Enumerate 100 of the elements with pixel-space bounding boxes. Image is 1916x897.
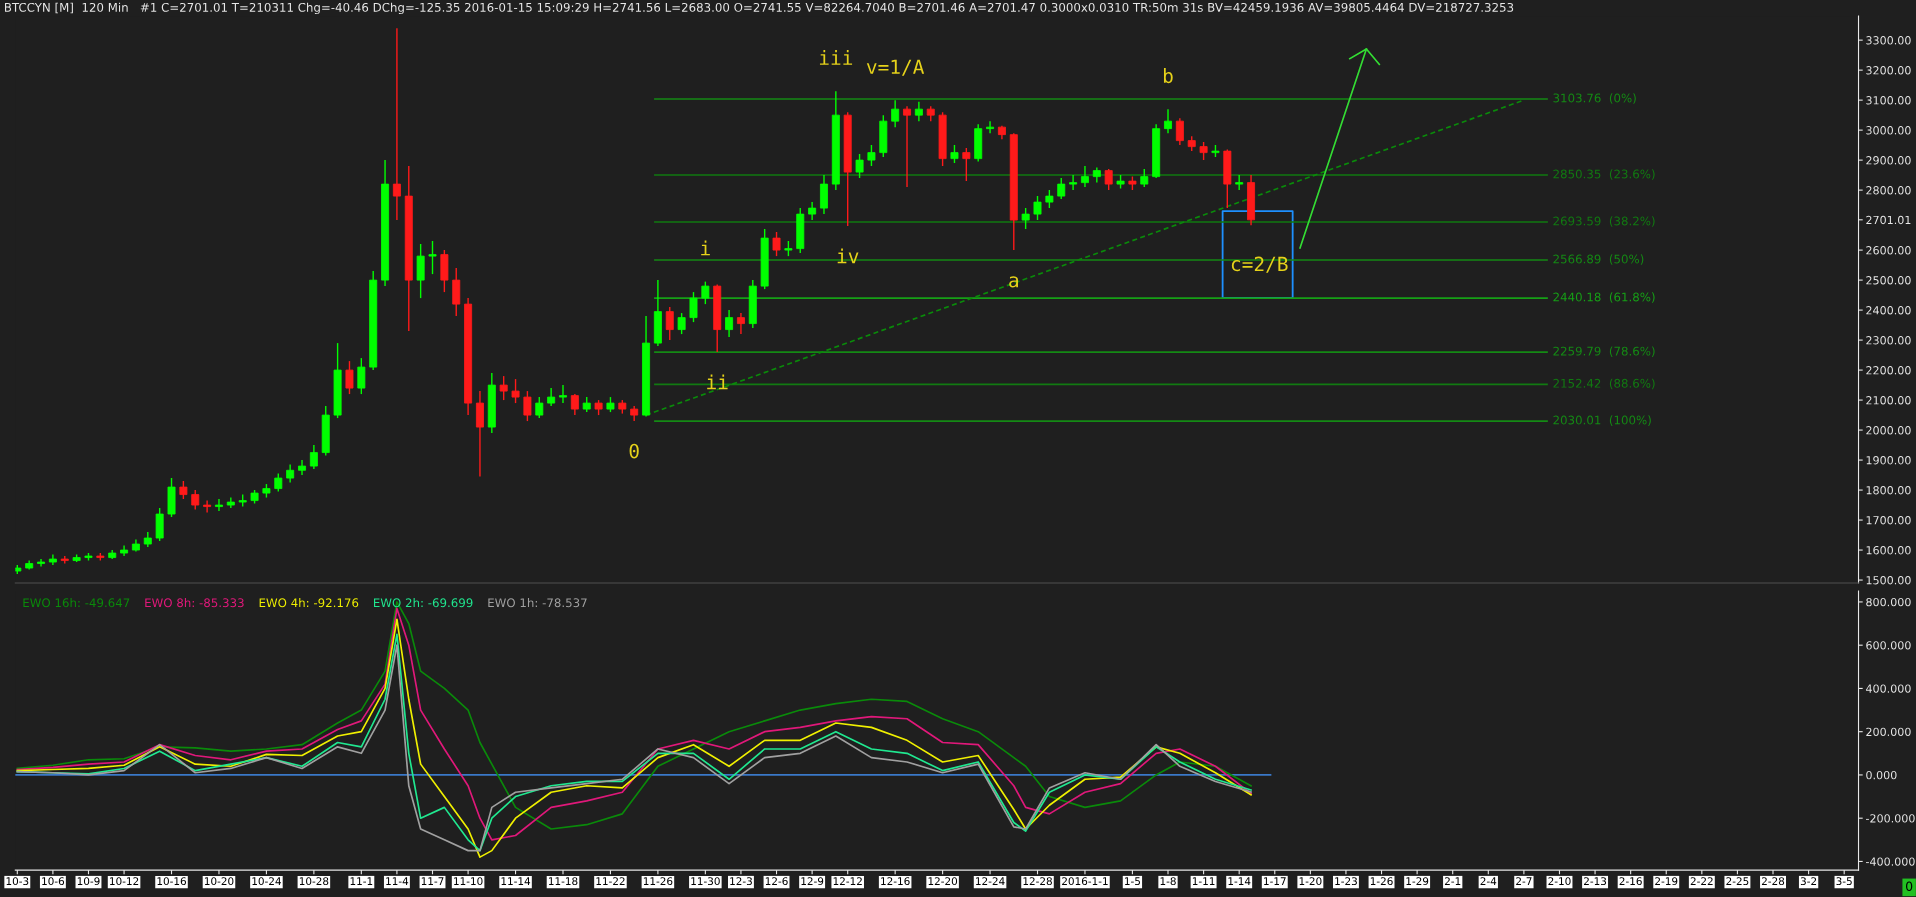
candlestick (475, 390, 484, 478)
y-tick-label: 1900.00 (1866, 456, 1911, 465)
x-tick-label: 11-7 (421, 877, 444, 885)
candlestick (903, 105, 911, 188)
x-tick-label: 2-10 (1548, 877, 1571, 886)
candlestick (665, 306, 674, 341)
annotation: ii (707, 374, 728, 390)
y-tick-label: 2900.00 (1866, 156, 1911, 165)
x-tick-label: 12-24 (976, 877, 1005, 885)
candlestick (1080, 165, 1089, 188)
x-tick-label: 2-4 (1480, 877, 1497, 885)
text: EWO 8h: -85.333 (145, 598, 244, 608)
y-tick-label: 1800.00 (1866, 486, 1911, 495)
y-tick-label: 1600.00 (1866, 546, 1911, 555)
annotation: a (1009, 276, 1018, 288)
annotation: b (1163, 68, 1173, 84)
candlestick (701, 280, 710, 305)
ref-line-label: 2850.35 (23.6%) (1553, 169, 1655, 180)
candlestick (867, 144, 876, 167)
y-tick-label: 2800.00 (1866, 186, 1911, 195)
annotation: 0 (629, 443, 639, 459)
candlestick (1164, 108, 1172, 134)
x-tick-label: 10-28 (299, 877, 329, 886)
candlestick (772, 231, 781, 257)
x-tick-label: 1-20 (1299, 877, 1322, 886)
candlestick (392, 27, 401, 221)
y-tick-label: 1500.00 (1866, 576, 1911, 585)
x-tick-label: 1-5 (1125, 877, 1141, 886)
text: EWO 4h: -92.176 (259, 598, 359, 608)
y-tick-label: 2600.00 (1866, 246, 1911, 255)
candlestick (914, 100, 923, 122)
candlestick (677, 312, 686, 335)
ref-line-label: 2259.79 (78.6%) (1553, 346, 1655, 357)
annotation: iv (837, 248, 859, 264)
ref-line-label: 2693.59 (38.2%) (1553, 216, 1655, 227)
y-tick-label: 600.000 (1866, 641, 1911, 650)
x-tick-label: 11-10 (454, 877, 483, 886)
candlestick (1235, 174, 1244, 191)
chart-title: BTCCYN [M] 120 Min #1 C=2701.01 T=210311 Chg=-40.46 DChg=-125.35 2016-01-15 15:09:29 H=2741.56 L=2683.00 O=2741.55 V=82264.7040 B=2701.46 A=2701.47 0.3000x0.0310 TR:50m 31s BV=42459.1936 AV=39805.4464 DV=218727.3253 (4, 2, 1514, 15)
x-tick-label: 1-29 (1406, 877, 1429, 886)
x-tick-label: 2-25 (1726, 877, 1749, 886)
candlestick (1069, 174, 1078, 191)
candlestick (345, 360, 354, 395)
x-tick-label: 11-4 (386, 877, 409, 885)
y-tick-label: 800.000 (1866, 597, 1911, 607)
y-tick-label: 3000.00 (1866, 126, 1911, 135)
candlestick (689, 291, 698, 323)
y-tick-label: 3300.00 (1866, 36, 1911, 45)
y-tick-label: -400.000 (1866, 857, 1915, 866)
candlestick (309, 444, 318, 470)
x-tick-label: 11-30 (691, 877, 720, 886)
y-tick-label: 2701.01 (1866, 215, 1911, 225)
x-tick-label: 2-19 (1655, 877, 1678, 886)
ref-line-label: 2566.89 (50%) (1553, 254, 1644, 265)
annotation: v=1/A (866, 59, 925, 76)
candlestick (855, 153, 864, 179)
candlestick (559, 384, 567, 404)
x-tick-label: 1-11 (1192, 877, 1215, 885)
x-tick-label: 1-17 (1264, 877, 1286, 885)
x-tick-label: 10-6 (42, 877, 65, 886)
y-tick-label: 2000.00 (1866, 426, 1911, 435)
candlestick (499, 375, 508, 401)
candlestick (1033, 195, 1042, 221)
x-tick-label: 2-28 (1761, 877, 1785, 886)
x-tick-label: 2016-1-1 (1062, 877, 1108, 886)
y-tick-label: 2400.00 (1866, 306, 1911, 315)
x-tick-label: 2-13 (1584, 877, 1607, 886)
candlestick (357, 357, 366, 395)
x-tick-label: 3-2 (1800, 877, 1817, 886)
x-tick-label: 10-24 (252, 877, 281, 886)
x-tick-label: 11-18 (549, 877, 578, 886)
x-tick-label: 2-16 (1619, 877, 1642, 886)
candlestick (570, 393, 579, 416)
y-tick-label: 2300.00 (1866, 336, 1911, 345)
text: EWO 2h: -69.699 (374, 598, 473, 608)
x-tick-label: 12-3 (730, 877, 752, 886)
candlestick (203, 499, 212, 514)
candlestick (891, 99, 900, 128)
candlestick (986, 120, 995, 134)
candlestick (820, 174, 828, 215)
ref-line-label: 2030.01 (100%) (1553, 415, 1651, 426)
x-tick-label: 10-20 (204, 877, 234, 886)
candlestick (1175, 117, 1184, 146)
x-tick-label: 10-9 (77, 877, 100, 886)
candlestick (428, 240, 437, 275)
y-tick-label: 3100.00 (1866, 96, 1911, 105)
y-tick-label: 400.000 (1866, 684, 1911, 693)
x-tick-label: 12-9 (801, 877, 824, 886)
x-tick-label: 1-26 (1370, 877, 1393, 886)
x-tick-label: 11-26 (643, 877, 673, 886)
x-tick-label: 10-12 (110, 877, 139, 886)
y-tick-label: 0.000 (1866, 770, 1897, 780)
candlestick (523, 390, 532, 422)
y-tick-label: 2100.00 (1866, 396, 1911, 405)
y-tick-label: 1700.00 (1866, 516, 1911, 525)
x-tick-label: 1-8 (1160, 877, 1176, 886)
candlestick (725, 309, 734, 338)
x-tick-label: 2-1 (1444, 877, 1461, 885)
candlestick (1104, 168, 1113, 191)
annotation: iii (819, 50, 853, 65)
